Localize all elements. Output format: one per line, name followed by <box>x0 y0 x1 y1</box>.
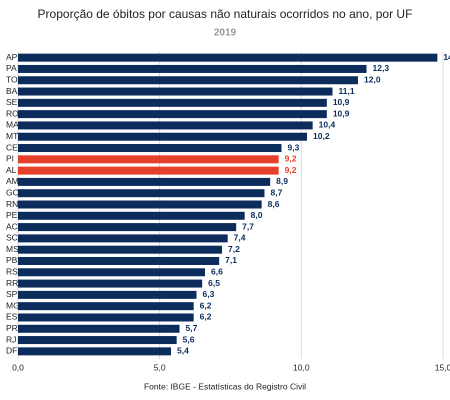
y-tick-label: RO <box>6 108 19 118</box>
y-tick-label: AP <box>6 52 18 62</box>
y-tick-label: RR <box>6 278 18 288</box>
bar <box>18 279 203 288</box>
value-label: 5,6 <box>183 334 195 344</box>
bar <box>18 121 313 130</box>
value-label: 5,7 <box>186 323 198 333</box>
value-label: 10,2 <box>313 131 330 141</box>
bar <box>18 234 228 243</box>
value-label: 6,5 <box>208 278 220 288</box>
bar <box>18 87 333 96</box>
value-label: 8,9 <box>276 176 288 186</box>
y-tick-label: BA <box>6 86 18 96</box>
value-label: 8,0 <box>251 210 263 220</box>
bar <box>18 268 205 277</box>
y-tick-label: PB <box>6 255 18 265</box>
bar <box>18 155 279 164</box>
value-label: 6,2 <box>200 300 212 310</box>
bar <box>18 177 271 186</box>
y-tick-label: GO <box>6 187 20 197</box>
x-tick-label: 15,0 <box>435 362 450 372</box>
x-tick-label: 10,0 <box>293 362 310 372</box>
bar <box>18 189 265 198</box>
value-label: 7,4 <box>234 233 246 243</box>
y-tick-label: RN <box>6 199 18 209</box>
bar <box>18 110 327 119</box>
value-label: 7,1 <box>225 255 237 265</box>
bar <box>18 132 307 141</box>
bar <box>18 245 222 254</box>
bar <box>18 166 279 175</box>
value-label: 6,2 <box>200 312 212 322</box>
value-label: 11,1 <box>339 86 355 96</box>
y-tick-label: CE <box>6 142 18 152</box>
bar <box>18 64 367 73</box>
chart-subtitle: 2019 <box>214 28 237 39</box>
value-label: 8,6 <box>268 199 280 209</box>
value-label: 8,7 <box>271 187 283 197</box>
value-label: 6,3 <box>203 289 215 299</box>
y-tick-label: RS <box>6 267 18 277</box>
y-tick-label: PI <box>6 154 14 164</box>
bar <box>18 313 194 322</box>
bar <box>18 211 245 220</box>
value-label: 12,3 <box>373 63 390 73</box>
y-tick-label: SP <box>6 289 18 299</box>
value-label: 10,9 <box>333 97 350 107</box>
y-tick-label: RJ <box>6 334 16 344</box>
y-tick-label: ES <box>6 312 18 322</box>
y-tick-label: AM <box>6 176 19 186</box>
y-tick-label: AL <box>6 165 17 175</box>
bar <box>18 302 194 311</box>
chart-title: Proporção de óbitos por causas não natur… <box>38 7 413 21</box>
bar <box>18 98 327 107</box>
value-label: 9,2 <box>285 154 297 164</box>
bar <box>18 324 180 333</box>
bar <box>18 144 282 153</box>
bar <box>18 336 177 345</box>
value-label: 7,7 <box>242 221 254 231</box>
bar <box>18 200 262 209</box>
bar <box>18 290 197 299</box>
y-tick-label: MA <box>6 120 19 130</box>
y-tick-label: PR <box>6 323 18 333</box>
y-tick-label: PE <box>6 210 18 220</box>
value-label: 6,6 <box>211 267 223 277</box>
bar <box>18 347 171 356</box>
y-tick-label: MT <box>6 131 18 141</box>
y-tick-label: SE <box>6 97 18 107</box>
y-tick-label: SC <box>6 233 18 243</box>
x-tick-label: 0,0 <box>12 362 24 372</box>
value-label: 10,9 <box>333 108 350 118</box>
value-label: 9,2 <box>285 165 297 175</box>
y-tick-label: MS <box>6 244 19 254</box>
y-tick-label: AC <box>6 221 18 231</box>
bar <box>18 76 358 85</box>
bar <box>18 256 220 265</box>
value-label: 12,0 <box>364 74 381 84</box>
value-label: 10,4 <box>319 120 336 130</box>
y-tick-label: MG <box>6 300 20 310</box>
value-label: 7,2 <box>228 244 240 254</box>
y-tick-label: PA <box>6 63 17 73</box>
value-label: 5,4 <box>177 346 189 356</box>
value-label: 9,3 <box>288 142 300 152</box>
bar <box>18 53 438 62</box>
y-tick-label: TO <box>6 74 18 84</box>
bar <box>18 223 237 232</box>
y-tick-label: DF <box>6 346 17 356</box>
x-tick-label: 5,0 <box>154 362 166 372</box>
source: Fonte: IBGE - Estatísticas do Registro C… <box>144 381 306 391</box>
value-label: 14,8 <box>443 52 450 62</box>
